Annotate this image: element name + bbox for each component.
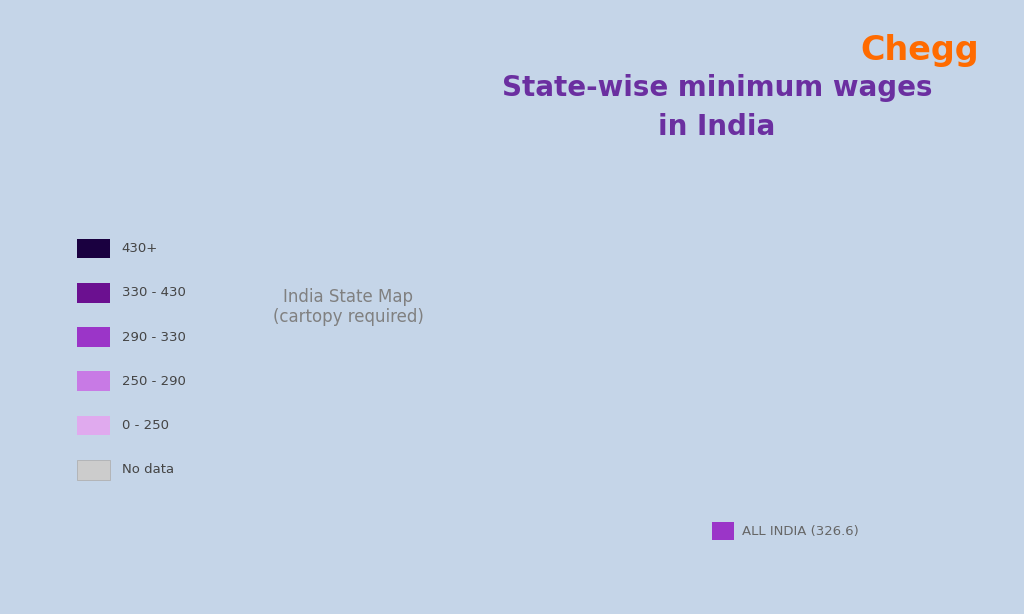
- Text: 330 - 430: 330 - 430: [122, 286, 185, 300]
- Text: 290 - 330: 290 - 330: [122, 330, 185, 344]
- Text: No data: No data: [122, 463, 174, 476]
- Text: India State Map
(cartopy required): India State Map (cartopy required): [272, 287, 424, 327]
- Text: State-wise minimum wages
in India: State-wise minimum wages in India: [502, 74, 932, 141]
- Text: 0 - 250: 0 - 250: [122, 419, 169, 432]
- Text: 430+: 430+: [122, 242, 158, 255]
- Text: ALL INDIA (326.6): ALL INDIA (326.6): [742, 524, 859, 538]
- Text: 250 - 290: 250 - 290: [122, 375, 185, 388]
- Text: Chegg: Chegg: [860, 34, 979, 67]
